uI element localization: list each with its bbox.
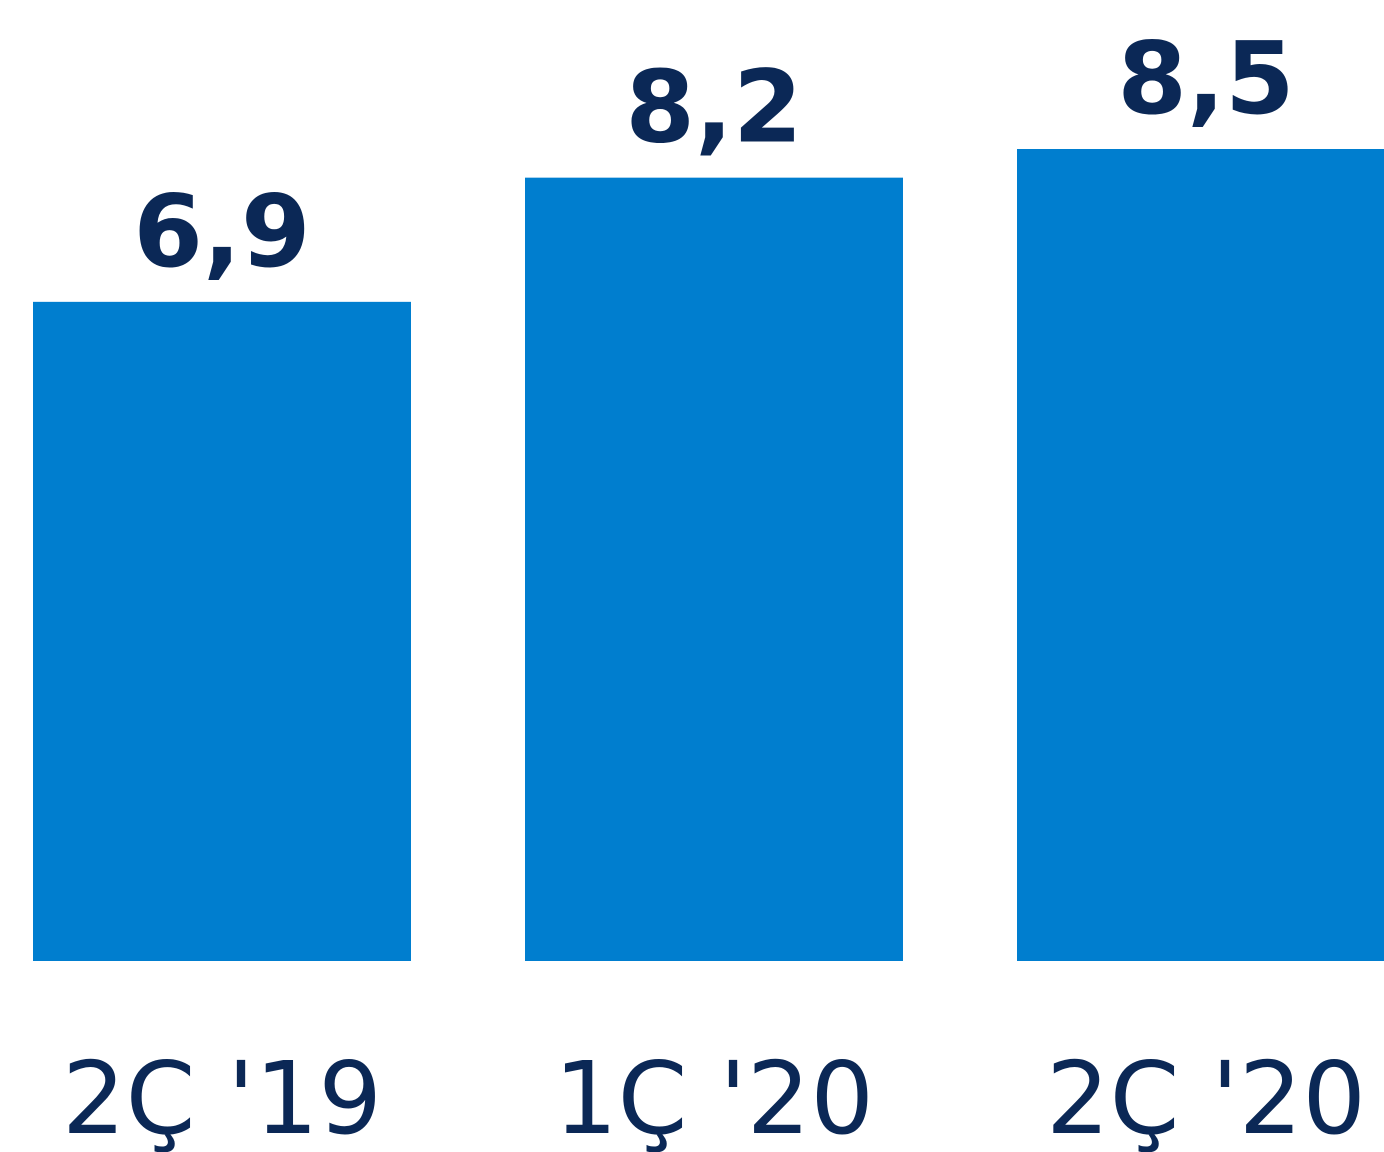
bar-value-label: 8,2 (625, 49, 802, 166)
category-labels-group: 2Ç '19 1Ç '20 2Ç '20 (62, 1040, 1366, 1152)
category-label: 1Ç '20 (554, 1040, 874, 1152)
bar-value-label: 8,5 (1117, 20, 1294, 137)
bar (525, 177, 903, 962)
bar (1017, 149, 1384, 961)
bars-group (33, 149, 1384, 962)
bar-value-label: 6,9 (133, 173, 310, 290)
category-label: 2Ç '19 (62, 1040, 382, 1152)
category-label: 2Ç '20 (1046, 1040, 1366, 1152)
bar (33, 301, 411, 961)
value-labels-group: 6,9 8,2 8,5 (133, 20, 1294, 290)
